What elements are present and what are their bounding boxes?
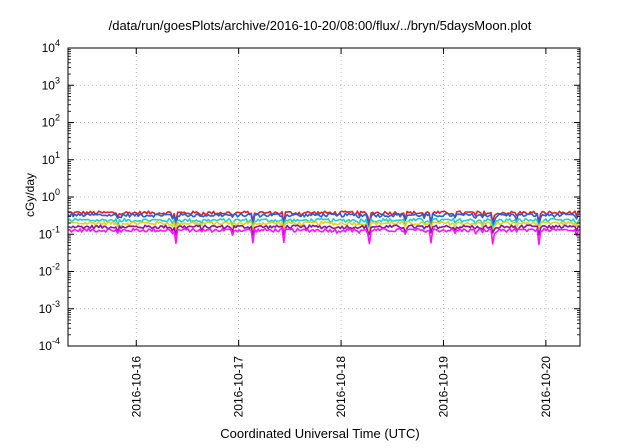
series-line [67, 220, 581, 233]
series-line [68, 210, 581, 226]
axes: 10-4 10-3 10-2 10-1 100 101 102 103 104 2016-10-1… [39, 38, 581, 418]
y-tick-label: 102 [42, 113, 60, 130]
x-tick-label: 2016-10-19 [436, 356, 450, 418]
x-tick-label: 2016-10-16 [129, 356, 143, 418]
x-tick-label: 2016-10-20 [539, 356, 553, 418]
y-tick-label: 103 [42, 75, 60, 92]
x-axis-label: Coordinated Universal Time (UTC) [220, 426, 420, 441]
x-tick-label: 2016-10-17 [232, 356, 246, 418]
y-tick-label: 101 [42, 150, 60, 167]
grid [68, 48, 580, 346]
y-tick-label: 100 [42, 187, 60, 204]
chart-title: /data/run/goesPlots/archive/2016-10-20/0… [108, 18, 532, 33]
series-line [68, 224, 581, 236]
y-tick-label: 10-1 [39, 224, 60, 241]
y-tick-label: 10-2 [39, 262, 60, 279]
series-line [67, 217, 581, 231]
y-tick-label: 10-3 [39, 299, 60, 316]
x-tick-label: 2016-10-18 [334, 356, 348, 418]
y-tick-label: 104 [42, 38, 60, 55]
plot-frame [67, 47, 581, 347]
series-group [67, 210, 581, 246]
series-line [67, 212, 581, 229]
y-tick-label: 10-4 [39, 336, 60, 353]
series-line [67, 227, 581, 246]
